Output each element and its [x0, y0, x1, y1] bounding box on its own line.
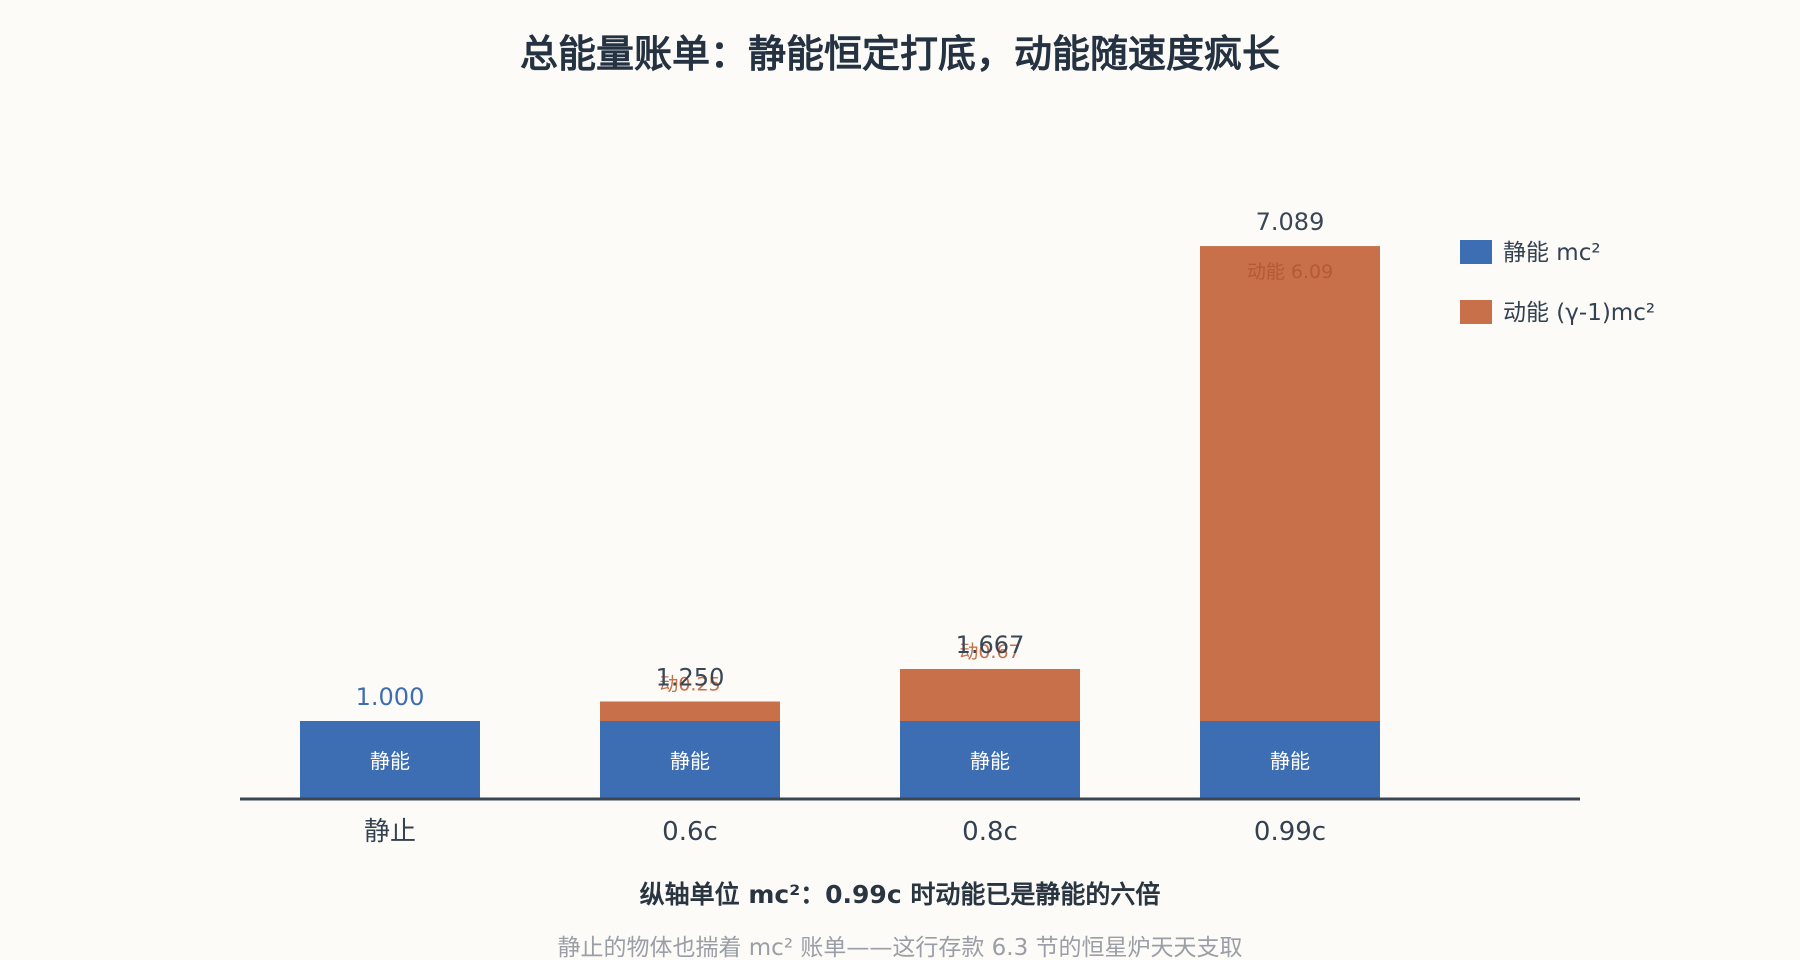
rest-inner-label-0: 静能: [370, 749, 410, 773]
x-axis-caption: 纵轴单位 mc²：0.99c 时动能已是静能的六倍: [640, 880, 1161, 909]
x-tick-label-2: 0.8c: [962, 817, 1018, 847]
footnote: 静止的物体也揣着 mc² 账单——这行存款 6.3 节的恒星炉天天支取: [557, 935, 1242, 960]
bar-kinetic-3: [1200, 246, 1380, 722]
bars-group: 静能 1.000 静能 动0.251.250 静能 动0.671.667 静能 动能 6.09…: [300, 208, 1380, 799]
bar-rest-3: [1200, 721, 1380, 799]
bar-kinetic-1: [600, 701, 780, 721]
bar-kinetic-2: [900, 668, 1080, 721]
total-label-2: 1.667: [956, 631, 1025, 659]
rest-inner-label-3: 静能: [1270, 749, 1310, 773]
x-tick-label-1: 0.6c: [662, 817, 718, 847]
legend-label-rest: 静能 mc²: [1503, 240, 1601, 266]
legend-swatch-kinetic: [1460, 300, 1492, 324]
legend-swatch-rest: [1460, 240, 1492, 264]
kinetic-label-2: 动0.67: [959, 641, 1020, 663]
kinetic-label-3: 动能 6.09: [1247, 261, 1333, 283]
total-label-3: 7.089: [1256, 208, 1325, 236]
total-label-0: 1.000: [356, 683, 425, 711]
rest-inner-label-1: 静能: [670, 749, 710, 773]
kinetic-label-1: 动0.25: [659, 674, 720, 696]
bar-rest-2: [900, 721, 1080, 799]
x-tick-label-0: 静止: [364, 817, 416, 847]
bar-rest-1: [600, 721, 780, 799]
x-tick-label-3: 0.99c: [1254, 817, 1326, 847]
x-tick-labels: 静止 0.6c 0.8c 0.99c: [364, 817, 1326, 847]
legend-label-kinetic: 动能 (γ-1)mc²: [1503, 300, 1655, 326]
bar-rest-0: [300, 721, 480, 799]
total-label-1: 1.250: [656, 664, 725, 692]
rest-inner-label-2: 静能: [970, 749, 1010, 773]
chart-title: 总能量账单：静能恒定打底，动能随速度疯长: [520, 32, 1280, 76]
legend: 静能 mc² 动能 (γ-1)mc²: [1460, 240, 1655, 326]
